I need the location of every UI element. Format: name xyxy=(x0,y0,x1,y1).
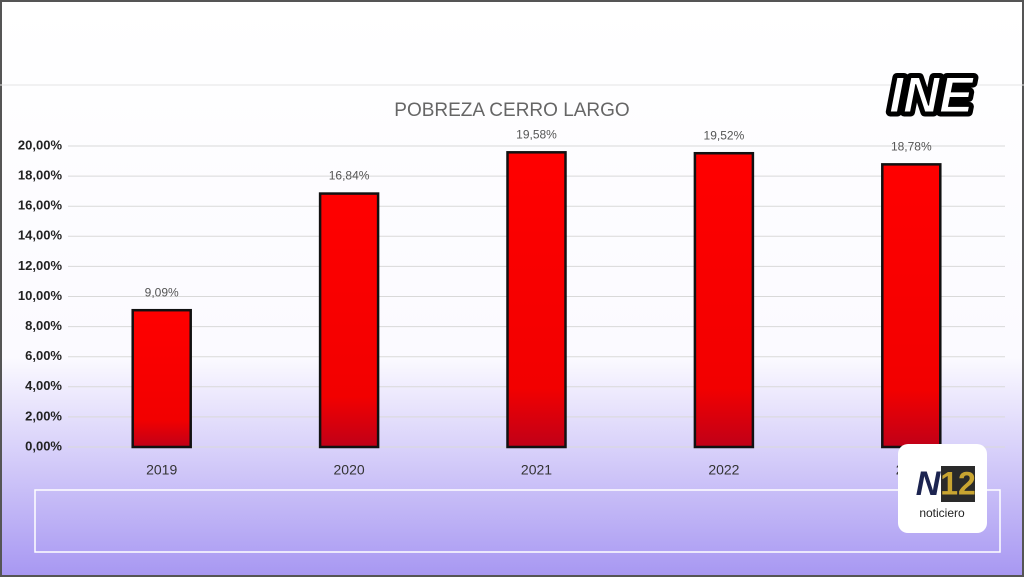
y-tick-label: 2,00% xyxy=(25,408,62,423)
y-tick-label: 12,00% xyxy=(18,258,63,273)
bar xyxy=(693,151,755,449)
bar xyxy=(131,308,192,449)
data-label: 18,78% xyxy=(891,140,932,154)
n12-logo: N 12 noticiero xyxy=(898,444,987,533)
y-tick-label: 6,00% xyxy=(25,348,62,363)
data-label: 9,09% xyxy=(145,285,179,299)
data-label: 19,52% xyxy=(704,128,745,142)
x-tick-label: 2020 xyxy=(334,462,365,478)
y-tick-label: 10,00% xyxy=(18,288,63,303)
y-tick-label: 16,00% xyxy=(18,198,63,213)
x-tick-label: 2021 xyxy=(521,462,552,478)
bar xyxy=(506,151,567,449)
y-tick-label: 0,00% xyxy=(25,438,62,453)
x-tick-label: 2019 xyxy=(146,462,177,478)
logo-text: INE xyxy=(889,67,974,123)
bar xyxy=(318,192,380,449)
plot: 0,00% 2,00% 4,00% 6,00% 8,00% 10,00% 12,00% 14,… xyxy=(18,127,1005,478)
frame-box xyxy=(34,489,1001,553)
y-tick-label: 8,00% xyxy=(25,318,62,333)
logo-outline: INE xyxy=(889,67,974,123)
y-tick-label: 4,00% xyxy=(25,378,62,393)
y-tick-label: 14,00% xyxy=(18,228,63,243)
chart-title: POBREZA CERRO LARGO xyxy=(394,100,629,121)
data-label: 16,84% xyxy=(329,169,370,183)
logo-number: 12 xyxy=(940,465,976,501)
logo-number-box xyxy=(941,466,975,502)
logo-caption: noticiero xyxy=(919,506,965,520)
y-tick-label: 20,00% xyxy=(18,137,63,152)
x-tick-label: 2022 xyxy=(708,462,739,478)
y-tick-label: 18,00% xyxy=(18,168,63,183)
data-label: 19,58% xyxy=(516,127,557,141)
ine-logo: INE INE xyxy=(885,63,979,128)
bar xyxy=(881,163,942,449)
logo-letter: N xyxy=(916,465,942,503)
